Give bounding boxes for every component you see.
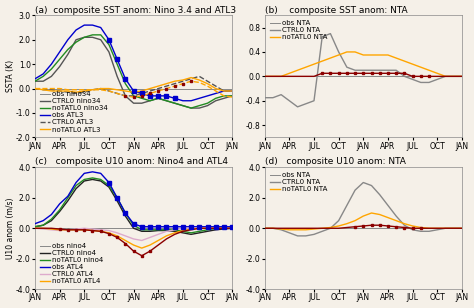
Text: (c)   composite U10 anom: Nino4 and ATL4: (c) composite U10 anom: Nino4 and ATL4 [35,157,228,166]
Text: (a)  composite SST anom: Nino 3.4 and ATL3: (a) composite SST anom: Nino 3.4 and ATL… [35,6,236,14]
Legend: obs nino34, CTRL0 nino34, noTATL0 nino34, obs ATL3, CTRL0 ATL3, noTATL0 ATL3: obs nino34, CTRL0 nino34, noTATL0 nino34… [38,90,109,134]
Legend: obs NTA, CTRL0 NTA, noTATL0 NTA: obs NTA, CTRL0 NTA, noTATL0 NTA [268,171,329,194]
Text: (b)    composite SST anom: NTA: (b) composite SST anom: NTA [264,6,407,14]
Legend: obs nino4, CTRL0 nino4, noTATL0 nino4, obs ATL4, CTRL0 ATL4, noTATL0 ATL4: obs nino4, CTRL0 nino4, noTATL0 nino4, o… [38,242,105,286]
Text: (d)   composite U10 anom: NTA: (d) composite U10 anom: NTA [264,157,406,166]
Y-axis label: U10 anom (m/s): U10 anom (m/s) [6,197,15,259]
Y-axis label: SSTA (K): SSTA (K) [6,60,15,92]
Legend: obs NTA, CTRL0 NTA, noTATL0 NTA: obs NTA, CTRL0 NTA, noTATL0 NTA [268,19,329,42]
